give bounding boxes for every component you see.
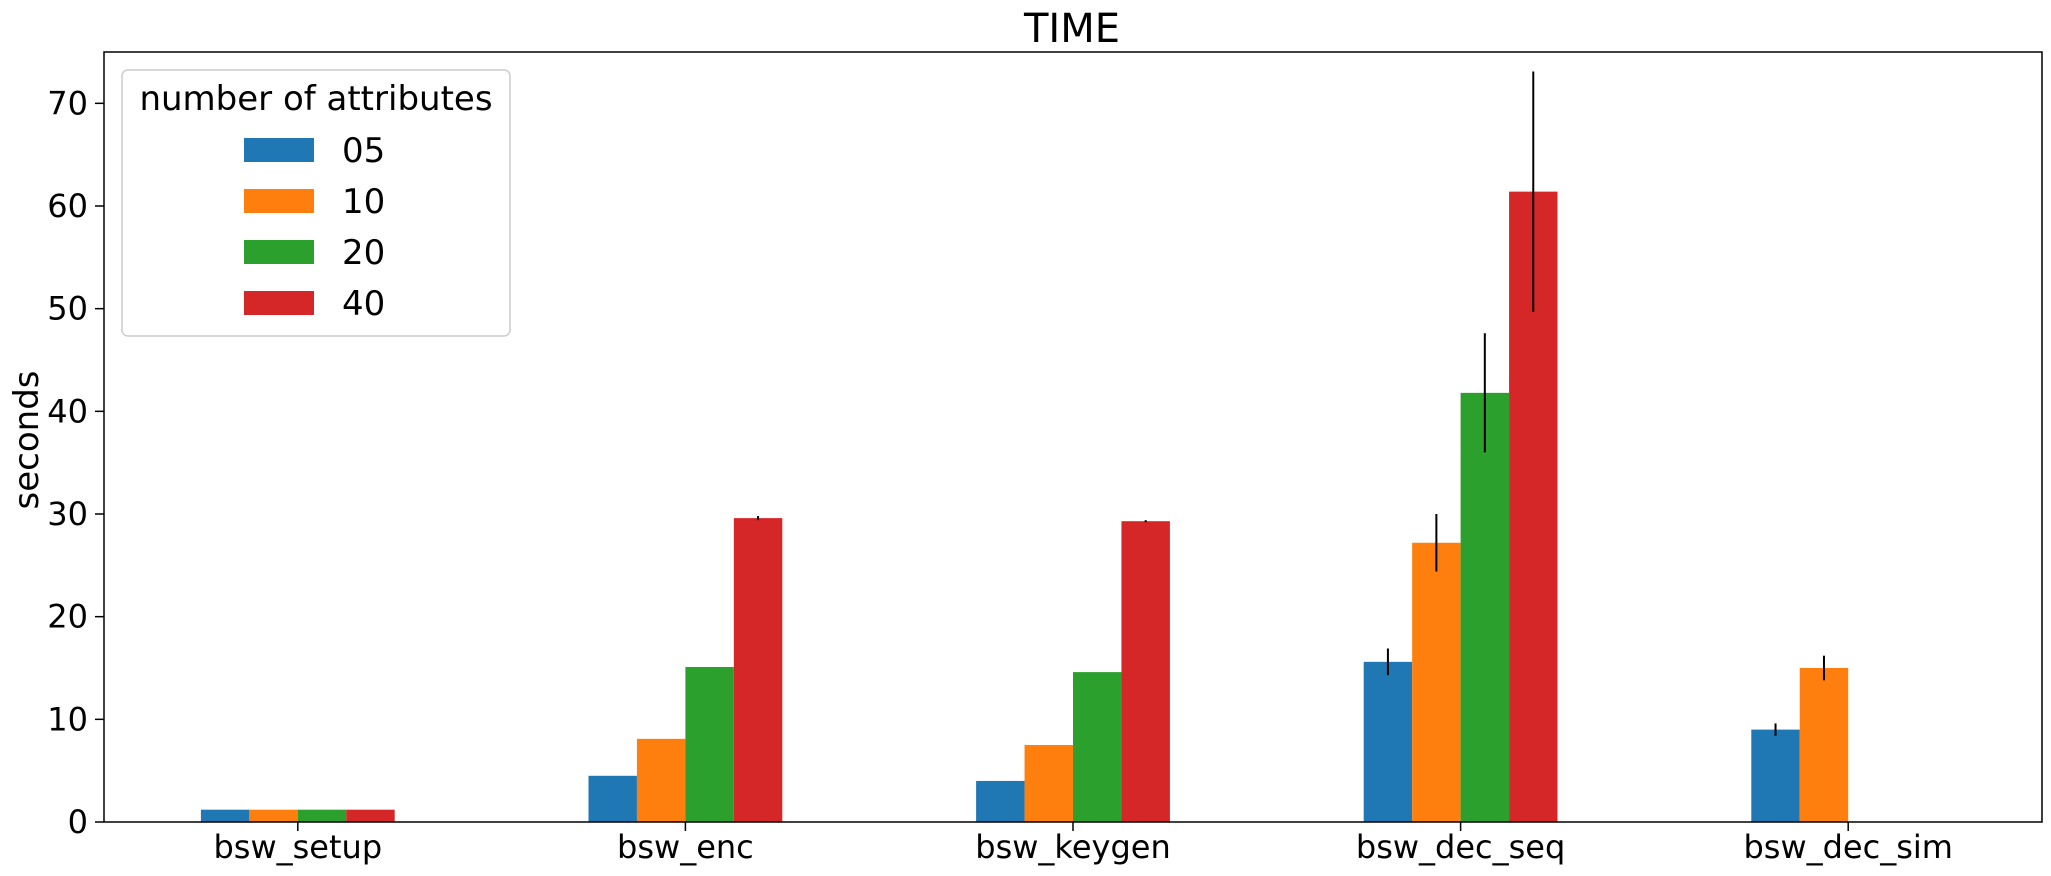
y-axis-label: seconds (7, 371, 47, 510)
bar-05-bsw_setup (200, 809, 250, 822)
legend-box (121, 69, 511, 337)
bar-10-bsw_keygen (1024, 745, 1073, 822)
bar-40-bsw_keygen (1121, 521, 1170, 822)
y-tick-label: 30 (47, 495, 88, 533)
bar-40-bsw_enc (733, 518, 783, 822)
legend-swatch-05 (244, 138, 314, 162)
legend-label-05: 05 (342, 131, 385, 171)
x-tick-label: bsw_setup (213, 828, 382, 866)
y-tick-label: 60 (47, 187, 88, 225)
legend-label-20: 20 (342, 233, 385, 273)
bar-series (200, 191, 1849, 823)
bar-05-bsw_dec_seq (1363, 661, 1413, 822)
y-tick-label: 40 (47, 392, 88, 430)
chart-title: TIME (1023, 6, 1120, 52)
bar-05-bsw_dec_sim (1751, 729, 1800, 822)
bar-10-bsw_dec_seq (1412, 542, 1461, 822)
bar-10-bsw_dec_sim (1799, 668, 1849, 822)
y-tick-label: 10 (47, 700, 88, 738)
legend-swatch-40 (244, 291, 314, 315)
y-axis-ticks: 0 10 20 30 40 50 60 70 (47, 84, 104, 841)
bar-20-bsw_dec_seq (1460, 392, 1510, 822)
legend-label-10: 10 (342, 182, 385, 222)
x-tick-label: bsw_enc (617, 828, 754, 866)
x-tick-label: bsw_dec_seq (1356, 828, 1565, 866)
y-tick-label: 0 (68, 803, 88, 841)
bar-20-bsw_keygen (1073, 672, 1122, 822)
legend: number of attributes 05 10 20 40 (121, 69, 511, 337)
bar-10-bsw_enc (636, 738, 686, 822)
bar-40-bsw_setup (346, 809, 395, 822)
legend-title: number of attributes (139, 79, 492, 119)
plot-frame (103, 51, 2043, 823)
y-tick-label: 70 (47, 84, 88, 122)
bar-05-bsw_enc (588, 775, 637, 822)
bar-10-bsw_setup (249, 809, 298, 822)
x-axis-ticks: bsw_setup bsw_enc bsw_keygen bsw_dec_seq bsw… (213, 822, 1953, 866)
y-tick-label: 20 (47, 598, 88, 636)
bar-20-bsw_enc (685, 666, 734, 822)
legend-label-40: 40 (342, 284, 385, 324)
legend-swatch-20 (244, 240, 314, 264)
legend-swatch-10 (244, 189, 314, 213)
y-tick-label: 50 (47, 290, 88, 328)
x-tick-label: bsw_keygen (975, 828, 1170, 866)
bar-05-bsw_keygen (976, 780, 1025, 822)
bar-20-bsw_setup (297, 809, 347, 822)
error-bars (757, 71, 1825, 736)
x-tick-label: bsw_dec_sim (1743, 828, 1952, 866)
